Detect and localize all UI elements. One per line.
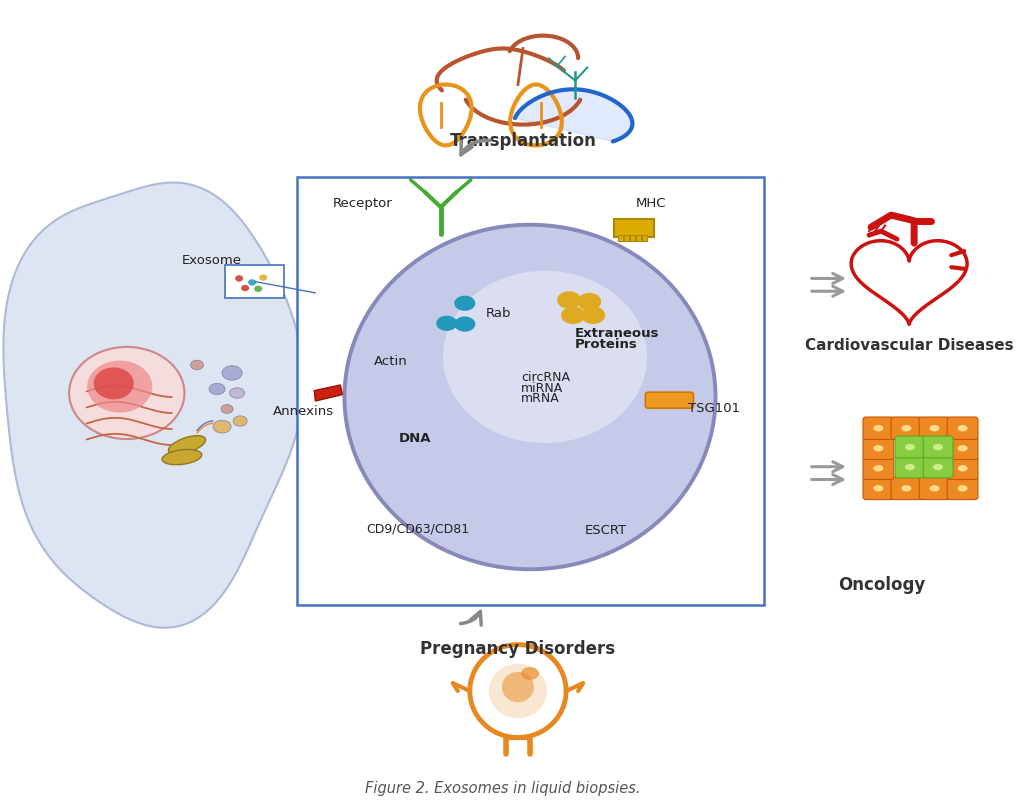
Ellipse shape [230, 389, 245, 399]
Ellipse shape [209, 384, 225, 395]
Text: Proteins: Proteins [575, 337, 638, 350]
FancyBboxPatch shape [923, 457, 953, 479]
Text: TSG101: TSG101 [689, 402, 740, 414]
Ellipse shape [241, 286, 249, 291]
Ellipse shape [521, 667, 539, 680]
Ellipse shape [87, 361, 152, 413]
Ellipse shape [436, 316, 457, 332]
Ellipse shape [162, 450, 202, 465]
Text: Rab: Rab [486, 307, 512, 320]
Ellipse shape [344, 226, 716, 569]
Text: miRNA: miRNA [521, 381, 564, 394]
Ellipse shape [222, 366, 242, 381]
Ellipse shape [443, 271, 647, 443]
FancyBboxPatch shape [895, 437, 925, 459]
Text: Exosome: Exosome [182, 254, 242, 267]
FancyBboxPatch shape [919, 478, 950, 500]
FancyBboxPatch shape [863, 438, 893, 460]
Text: Pregnancy Disorders: Pregnancy Disorders [421, 639, 615, 657]
Ellipse shape [454, 296, 476, 312]
FancyBboxPatch shape [863, 458, 893, 480]
Text: DNA: DNA [398, 431, 431, 444]
FancyBboxPatch shape [614, 220, 655, 238]
Ellipse shape [930, 486, 940, 492]
Ellipse shape [902, 426, 911, 432]
Ellipse shape [933, 444, 943, 450]
Bar [625, 236, 630, 242]
Polygon shape [314, 385, 342, 402]
Ellipse shape [235, 276, 243, 283]
Ellipse shape [905, 444, 915, 450]
Polygon shape [3, 183, 303, 628]
FancyBboxPatch shape [863, 478, 893, 500]
Polygon shape [515, 90, 633, 142]
Ellipse shape [169, 436, 206, 455]
Text: Transplantation: Transplantation [450, 132, 597, 149]
FancyBboxPatch shape [863, 418, 893, 440]
Text: mRNA: mRNA [521, 392, 559, 405]
Bar [298, 177, 764, 605]
Text: Annexins: Annexins [273, 405, 334, 418]
FancyBboxPatch shape [895, 457, 925, 479]
Text: Figure 2. Exosomes in liquid biopsies.: Figure 2. Exosomes in liquid biopsies. [365, 781, 641, 795]
Ellipse shape [190, 361, 204, 370]
Bar [636, 236, 641, 242]
Ellipse shape [957, 446, 968, 452]
Ellipse shape [874, 446, 883, 452]
FancyBboxPatch shape [891, 418, 922, 440]
Ellipse shape [933, 464, 943, 471]
Ellipse shape [489, 664, 547, 719]
Ellipse shape [930, 426, 940, 432]
Ellipse shape [905, 464, 915, 471]
Ellipse shape [94, 368, 133, 400]
Bar [642, 236, 647, 242]
Text: Extraneous: Extraneous [575, 327, 660, 340]
FancyBboxPatch shape [645, 393, 694, 409]
Ellipse shape [213, 421, 231, 434]
Ellipse shape [957, 466, 968, 472]
Ellipse shape [254, 286, 263, 292]
Text: CD9/CD63/CD81: CD9/CD63/CD81 [366, 521, 469, 535]
Ellipse shape [454, 317, 476, 332]
FancyBboxPatch shape [891, 478, 922, 500]
Ellipse shape [902, 486, 911, 492]
Text: Receptor: Receptor [333, 197, 392, 210]
FancyBboxPatch shape [225, 266, 284, 299]
Text: Cardiovascular Diseases: Cardiovascular Diseases [804, 338, 1013, 353]
Text: Actin: Actin [373, 355, 407, 368]
Ellipse shape [221, 405, 233, 414]
Ellipse shape [581, 307, 605, 324]
Ellipse shape [501, 672, 534, 703]
Ellipse shape [260, 275, 267, 282]
Ellipse shape [874, 426, 883, 432]
FancyBboxPatch shape [947, 458, 978, 480]
Text: ESCRT: ESCRT [585, 523, 628, 536]
Text: circRNA: circRNA [521, 371, 570, 384]
Ellipse shape [957, 426, 968, 432]
Text: MHC: MHC [636, 197, 667, 210]
Text: Oncology: Oncology [839, 575, 925, 593]
Bar [631, 236, 635, 242]
FancyBboxPatch shape [947, 438, 978, 460]
Ellipse shape [69, 348, 184, 439]
Ellipse shape [874, 466, 883, 472]
Ellipse shape [577, 293, 601, 311]
FancyBboxPatch shape [947, 418, 978, 440]
Ellipse shape [561, 307, 585, 324]
Ellipse shape [248, 280, 256, 286]
FancyBboxPatch shape [919, 418, 950, 440]
Ellipse shape [874, 486, 883, 492]
Ellipse shape [557, 291, 581, 309]
Ellipse shape [233, 416, 247, 426]
FancyBboxPatch shape [923, 437, 953, 459]
Bar [618, 236, 624, 242]
FancyBboxPatch shape [947, 478, 978, 500]
Ellipse shape [957, 486, 968, 492]
